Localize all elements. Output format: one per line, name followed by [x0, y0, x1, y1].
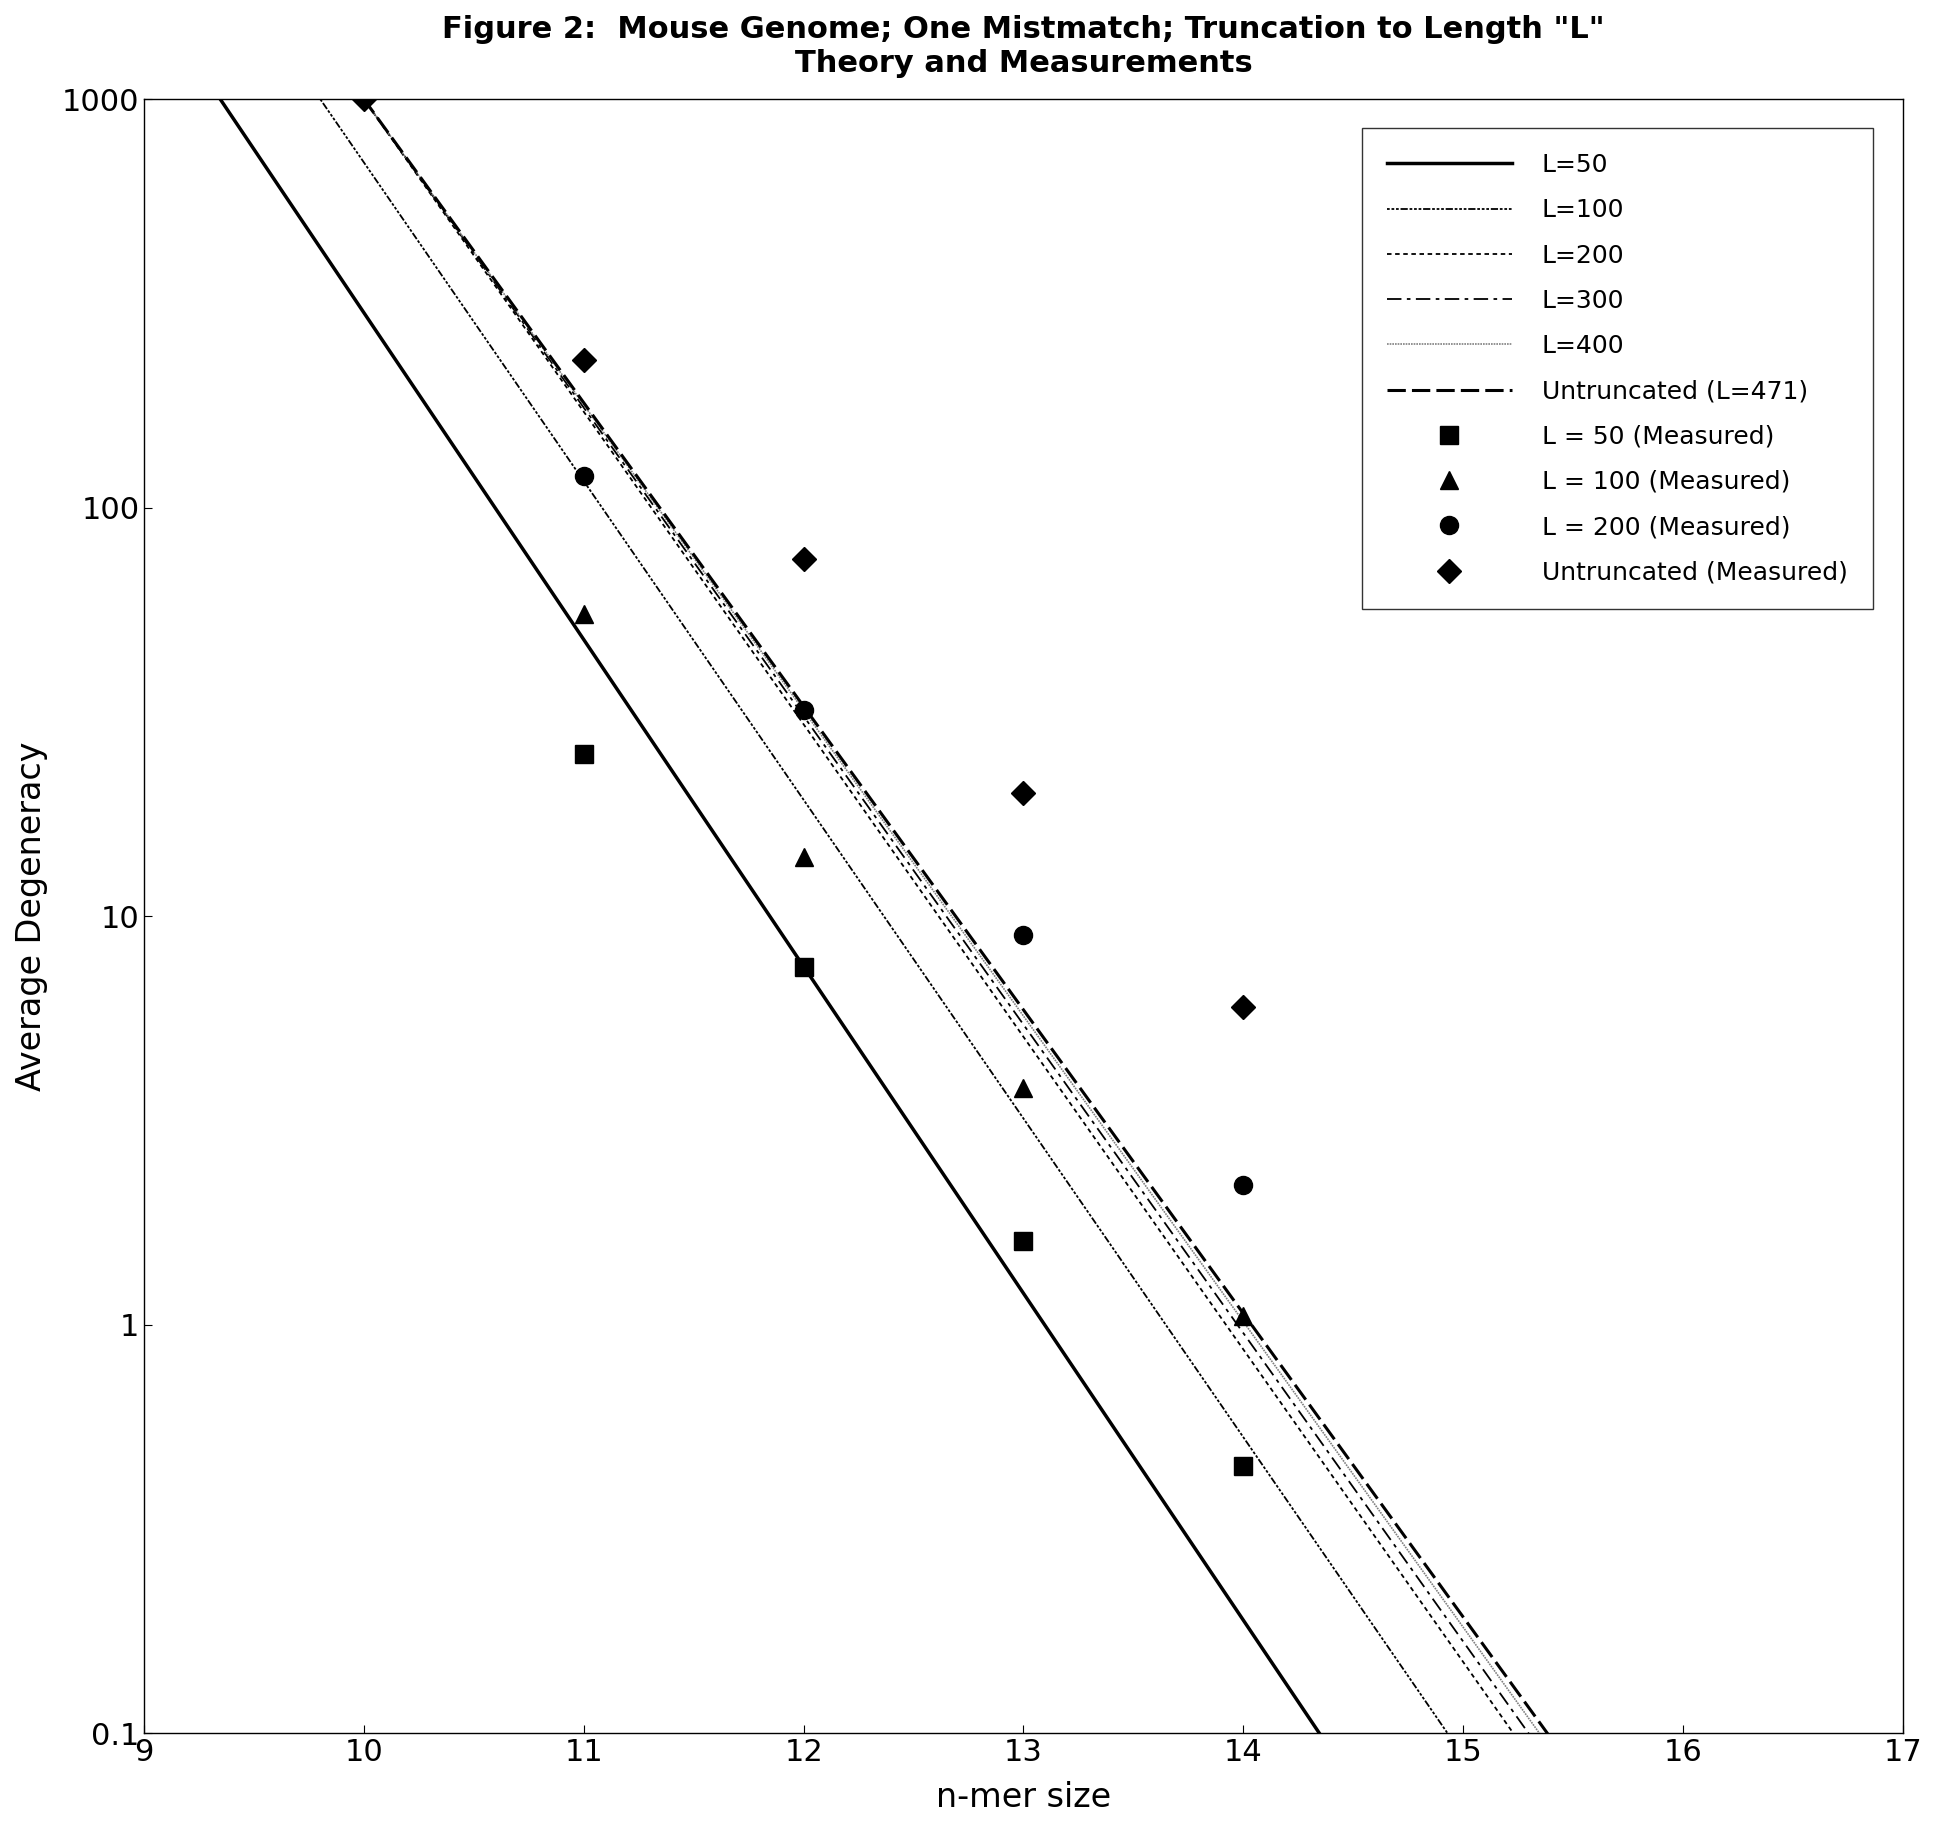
Title: Figure 2:  Mouse Genome; One Mistmatch; Truncation to Length "L"
Theory and Meas: Figure 2: Mouse Genome; One Mistmatch; T… — [442, 15, 1604, 77]
Y-axis label: Average Degeneracy: Average Degeneracy — [15, 741, 48, 1092]
X-axis label: n-mer size: n-mer size — [936, 1781, 1112, 1814]
Legend: L=50, L=100, L=200, L=300, L=400, Untruncated (L=471), L = 50 (Measured), L = 10: L=50, L=100, L=200, L=300, L=400, Untrun… — [1362, 128, 1873, 609]
